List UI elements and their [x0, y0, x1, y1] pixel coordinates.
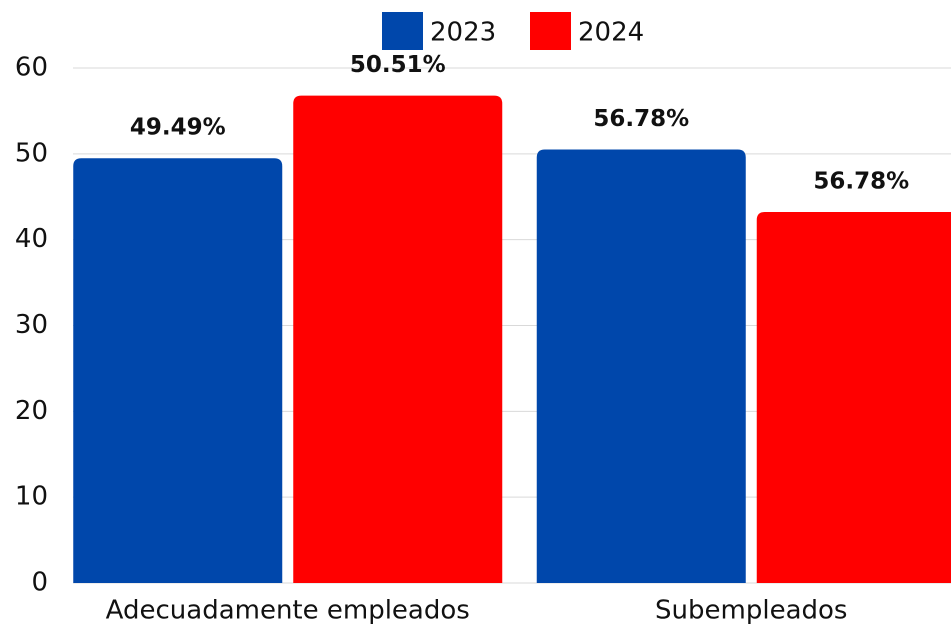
- value-label: 56.78%: [593, 106, 689, 132]
- x-tick-label: Adecuadamente empleados: [106, 596, 470, 626]
- value-label: 56.78%: [813, 169, 909, 195]
- bar: [756, 212, 951, 583]
- y-tick-label: 0: [31, 568, 48, 598]
- bar: [293, 95, 503, 583]
- y-tick-label: 40: [15, 224, 48, 254]
- legend-label: 2024: [578, 18, 644, 48]
- legend-swatch: [530, 12, 571, 50]
- y-tick-label: 10: [15, 482, 48, 512]
- bar: [536, 149, 746, 584]
- x-tick-label: Subempleados: [655, 596, 847, 626]
- value-label: 50.51%: [350, 52, 446, 78]
- bar: [73, 158, 283, 584]
- y-tick-label: 20: [15, 396, 48, 426]
- y-tick-label: 30: [15, 310, 48, 340]
- value-label: 49.49%: [130, 115, 226, 141]
- legend-swatch: [382, 12, 423, 50]
- y-tick-label: 60: [15, 53, 48, 83]
- legend-label: 2023: [430, 18, 496, 48]
- y-tick-label: 50: [15, 138, 48, 168]
